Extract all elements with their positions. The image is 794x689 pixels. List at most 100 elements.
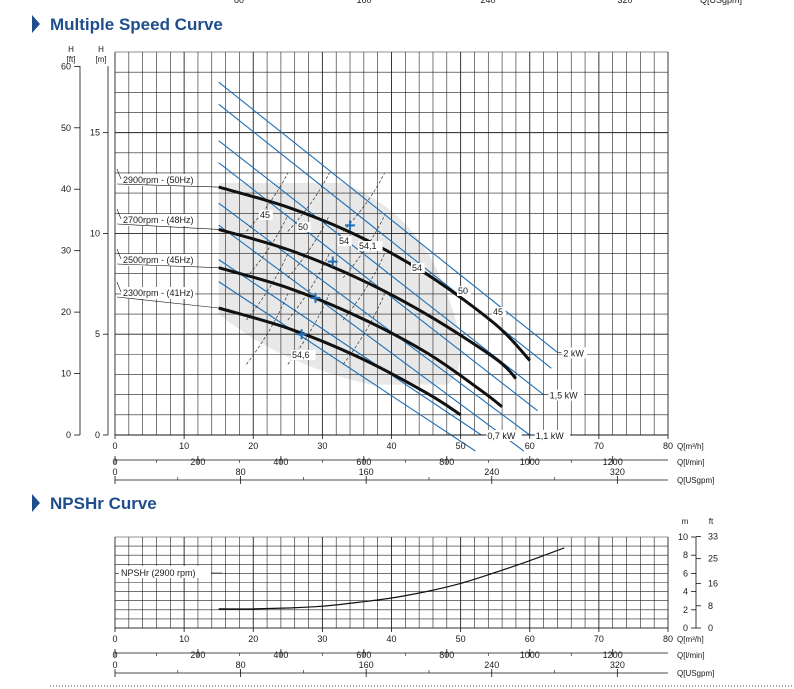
speed-tick-label-m3h: 20 [248,441,258,451]
speed-curve-label-leader [116,183,219,188]
efficiency-curve [287,215,330,278]
npshr-curve [218,547,565,610]
efficiency-label-bg [492,307,506,317]
power-label: 2 kW [563,348,584,358]
speed-tick-label-lmin: 200 [190,457,205,467]
chart-title-speed: Multiple Speed Curve [50,15,223,34]
power-label-bg [486,430,522,441]
npshr-axis-unit-usgpm: Q[USgpm] [677,669,714,678]
bep-marker [296,329,307,340]
npshr-tick-label-m3h: 40 [386,634,396,644]
speed-curve-label: 2500rpm - (45Hz) [123,255,194,265]
speed-curve-label-bg [121,214,195,226]
efficiency-curve [246,215,289,278]
power-line [218,281,476,452]
npshr-tick-label-m: 0 [683,623,688,633]
speed-curve-label: 2900rpm - (50Hz) [123,175,194,185]
npshr-tick-label-m3h: 50 [456,634,466,644]
speed-tick-label-m: 0 [95,430,100,440]
bep-marker [310,292,321,303]
top-axis-label: 80 [234,0,244,5]
speed-tick-label-lmin: 600 [356,457,371,467]
speed-tick-label-ft: 20 [61,307,71,317]
npshr-tick-label-lmin: 1200 [603,650,623,660]
speed-tick-label-m: 5 [95,329,100,339]
speed-tick-label-m3h: 80 [663,441,673,451]
speed-tick-label-ft: 50 [61,123,71,133]
speed-tick-label-lmin: 800 [439,457,454,467]
npshr-tick-label-lmin: 0 [112,650,117,660]
efficiency-curve [287,293,330,365]
npshr-tick-label-ft: 33 [708,531,718,541]
efficiency-curve [342,253,385,321]
npshr-tick-label-m: 6 [683,568,688,578]
speed-tick-label-lmin: 1000 [520,457,540,467]
npshr-tick-label-m3h: 70 [594,634,604,644]
efficiency-label: 54 [339,236,349,246]
speed-curve-label: 2700rpm - (48Hz) [123,215,194,225]
npshr-axis-unit-lmin: Q[l/min] [677,651,705,660]
efficiency-label: 50 [458,286,468,296]
speed-curve-label-leader [116,208,122,220]
efficiency-label: 50 [298,222,308,232]
npshr-tick-label-m3h: 60 [525,634,535,644]
efficiency-curve [287,172,330,232]
npshr-tick-label-m3h: 20 [248,634,258,644]
power-label-bg [548,389,584,401]
efficiency-label: 45 [493,307,503,317]
npshr-tick-label-m3h: 10 [179,634,189,644]
npshr-tick-label-m: 8 [683,550,688,560]
npshr-tick-label-lmin: 400 [273,650,288,660]
top-axis-label: 320 [617,0,632,5]
npshr-tick-label-usgpm: 80 [236,660,246,670]
speed-curve [218,227,518,380]
efficiency-curve [342,293,385,365]
speed-axis-unit-usgpm: Q[USgpm] [677,476,714,485]
efficiency-curve [342,215,385,278]
power-label-bg [534,430,571,441]
power-label: 1,1 kW [536,431,565,441]
power-line [218,140,544,396]
speed-curve-label-bg [121,254,195,266]
speed-tick-label-lmin: 0 [112,457,117,467]
efficiency-label: 54,6 [292,350,310,360]
npshr-tick-label-usgpm: 0 [112,660,117,670]
speed-tick-label-ft: 40 [61,184,71,194]
power-line [218,202,531,436]
speed-tick-label-m3h: 30 [317,441,327,451]
speed-curve [218,266,504,408]
efficiency-label-bg [457,286,471,296]
npshr-label-bg [119,566,211,578]
speed-curve-label-leader [116,281,122,293]
npshr-tick-label-ft: 8 [708,601,713,611]
speed-curve-label-bg [121,174,195,186]
efficiency-label-bg [259,210,273,220]
efficiency-label-bg [291,350,316,360]
speed-tick-label-usgpm: 160 [359,467,374,477]
npshr-tick-label-usgpm: 320 [610,660,625,670]
npshr-tick-label-m: 4 [683,587,688,597]
chart-title-npshr: NPSHr Curve [50,494,157,513]
bep-marker [345,220,356,231]
npshr-tick-label-m3h: 30 [317,634,327,644]
speed-curve-label: 2300rpm - (41Hz) [123,288,194,298]
bep-marker [327,256,338,267]
npshr-tick-label-usgpm: 160 [359,660,374,670]
npshr-curve-label: NPSHr (2900 rpm) [121,568,196,578]
efficiency-label: 54 [412,263,422,273]
speed-tick-label-ft: 30 [61,246,71,256]
npshr-tick-label-m3h: 0 [112,634,117,644]
efficiency-curve [287,253,330,321]
speed-curve-label-leader [116,248,122,260]
npshr-axis-unit-ft: ft [709,517,714,526]
efficiency-curve [246,293,289,365]
npshr-tick-label-lmin: 600 [356,650,371,660]
speed-tick-label-lmin: 400 [273,457,288,467]
speed-tick-label-m3h: 60 [525,441,535,451]
npshr-axis-unit-m3h: Q[m³/h] [677,635,704,644]
efficiency-label: 45 [260,210,270,220]
speed-axis-unit-m3h: Q[m³/h] [677,442,704,451]
speed-tick-label-m: 15 [90,128,100,138]
top-axis-label: 160 [356,0,371,5]
